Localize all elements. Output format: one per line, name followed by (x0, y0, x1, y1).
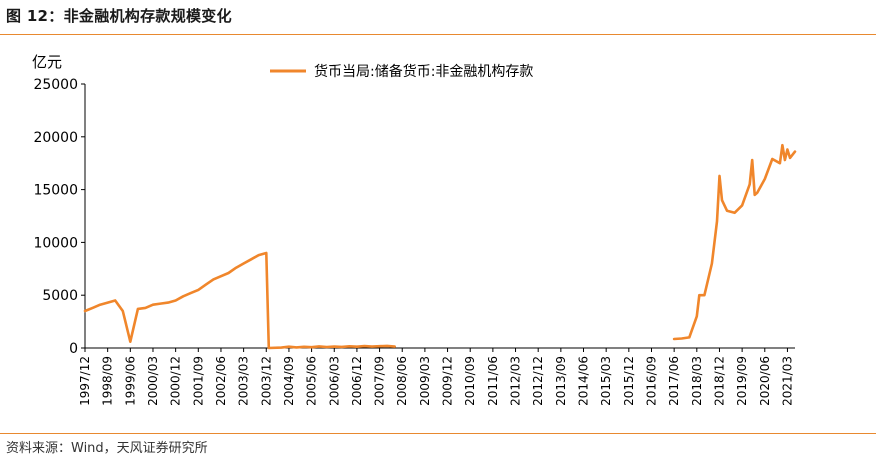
x-tick-label: 2006/03 (327, 356, 341, 406)
y-tick-label: 5000 (42, 288, 78, 304)
series-line-segment-1 (672, 143, 797, 341)
x-tick-label: 2017/06 (667, 356, 681, 406)
legend: 货币当局:储备货币:非金融机构存款 (270, 63, 533, 80)
x-tick-label: 2007/09 (373, 356, 387, 406)
x-tick-label: 2020/06 (758, 356, 772, 406)
x-tick-label: 2006/12 (350, 356, 364, 406)
plot-area (83, 143, 797, 350)
x-tick-label: 1997/12 (78, 356, 92, 406)
x-tick-label: 1999/06 (123, 356, 137, 406)
x-tick-label: 2015/03 (599, 356, 613, 406)
x-tick-label: 2003/12 (259, 356, 273, 406)
x-tick-label: 2000/03 (146, 356, 160, 406)
x-tick-label: 2001/09 (191, 356, 205, 406)
footer-rule (0, 433, 876, 434)
x-tick-label: 2009/03 (418, 356, 432, 406)
x-tick-label: 2003/03 (237, 356, 251, 406)
y-tick-label: 10000 (33, 235, 78, 251)
x-tick-label: 2013/09 (554, 356, 568, 406)
x-tick-label: 2004/09 (282, 356, 296, 406)
x-tick-label: 2009/12 (441, 356, 455, 406)
x-tick-label: 2012/12 (531, 356, 545, 406)
y-axis: 0 5000 10000 15000 20000 25000 (33, 77, 86, 357)
x-tick-label: 2014/06 (577, 356, 591, 406)
series-line-segment-0 (83, 251, 397, 350)
x-tick-label: 1998/09 (101, 356, 115, 406)
x-tick-label: 2000/12 (169, 356, 183, 406)
y-tick-label: 20000 (33, 130, 78, 146)
x-tick-label: 2019/09 (735, 356, 749, 406)
x-tick-label: 2011/06 (486, 356, 500, 406)
figure-title: 图 12：非金融机构存款规模变化 (6, 7, 232, 25)
title-rule (0, 34, 876, 35)
x-tick-label: 2010/09 (463, 356, 477, 406)
x-tick-label: 2005/06 (305, 356, 319, 406)
y-tick-label: 25000 (33, 77, 78, 93)
x-axis: 1997/12 1998/09 1999/06 2000/03 2000/12 2001/… (78, 347, 795, 406)
y-axis-unit-label: 亿元 (32, 53, 62, 71)
x-tick-label: 2018/12 (712, 356, 726, 406)
legend-label-series-0: 货币当局:储备货币:非金融机构存款 (314, 63, 533, 80)
x-tick-label: 2016/09 (644, 356, 658, 406)
x-tick-label: 2021/03 (780, 356, 794, 406)
x-tick-label: 2008/06 (395, 356, 409, 406)
x-tick-label: 2012/03 (509, 356, 523, 406)
x-tick-label: 2018/03 (690, 356, 704, 406)
y-tick-label: 15000 (33, 183, 78, 199)
x-tick-label: 2015/12 (622, 356, 636, 406)
y-tick-label: 0 (69, 341, 78, 357)
source-note: 资料来源：Wind，天风证券研究所 (6, 441, 208, 456)
x-tick-label: 2002/06 (214, 356, 228, 406)
